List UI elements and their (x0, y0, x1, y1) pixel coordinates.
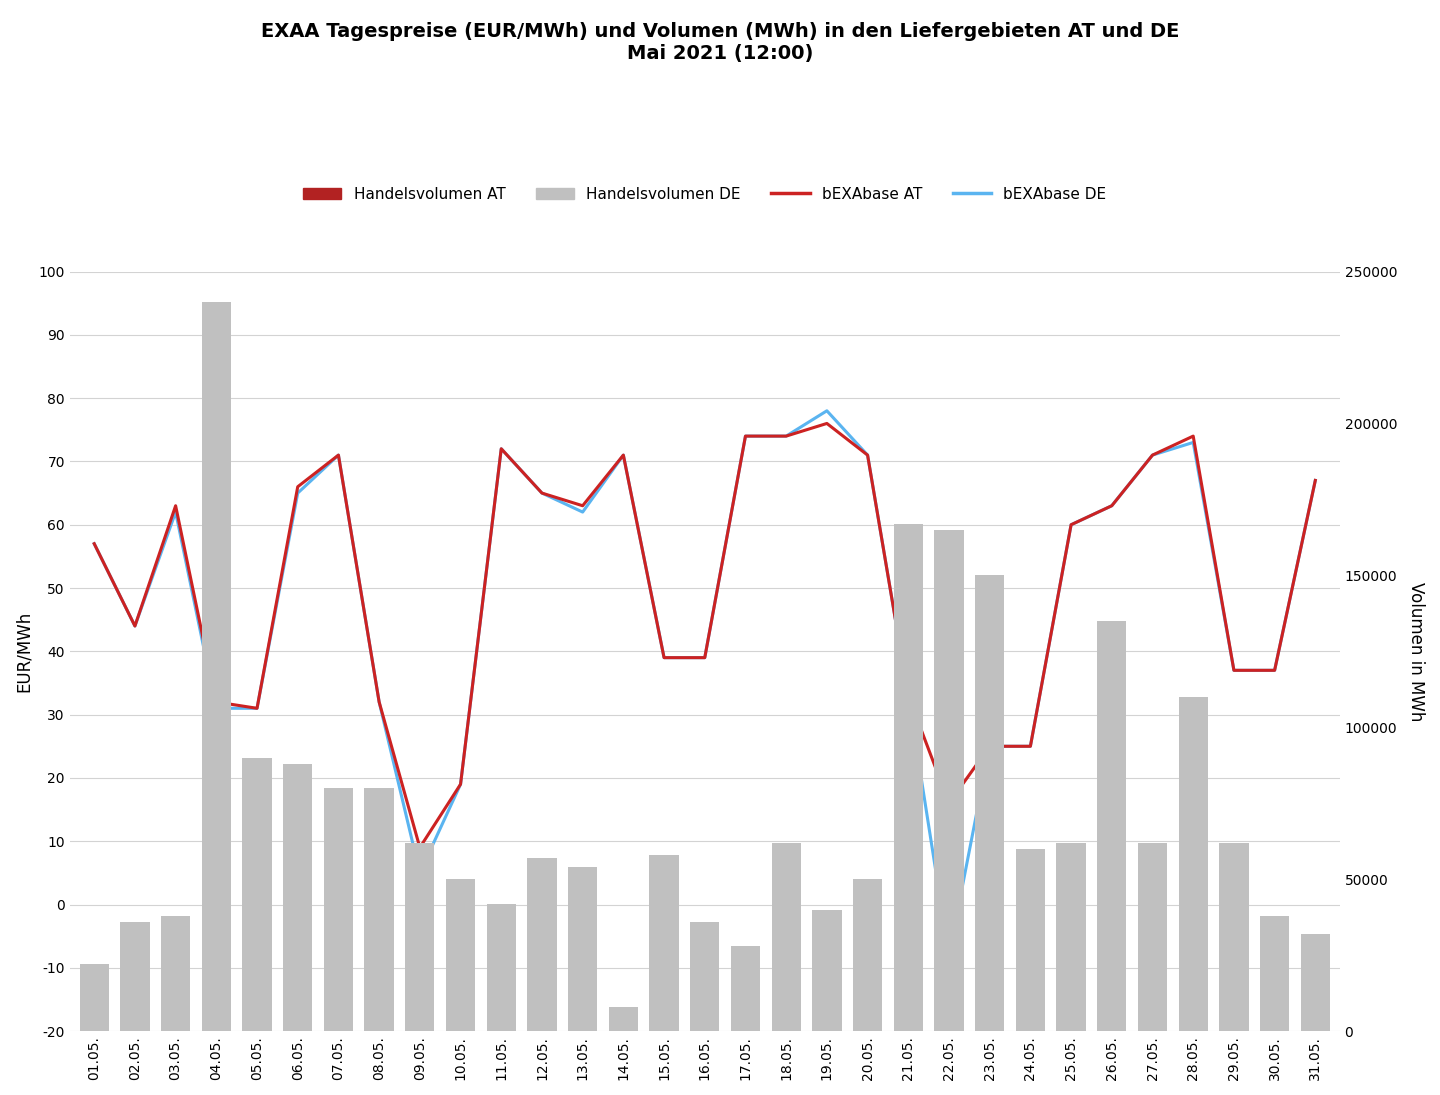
Bar (975, 575, 1004, 1031)
Bar (975, 1006, 1004, 1031)
Text: EXAA Tagespreise (EUR/MWh) und Volumen (MWh) in den Liefergebieten AT und DE
Mai: EXAA Tagespreise (EUR/MWh) und Volumen (… (261, 22, 1179, 62)
Bar (1015, 1022, 1045, 1031)
Bar (446, 980, 475, 1031)
Bar (284, 996, 312, 1031)
Legend: Handelsvolumen AT, Handelsvolumen DE, bEXAbase AT, bEXAbase DE: Handelsvolumen AT, Handelsvolumen DE, bE… (297, 181, 1113, 208)
Bar (609, 1012, 638, 1031)
Bar (242, 975, 272, 1031)
Y-axis label: EUR/MWh: EUR/MWh (14, 611, 33, 692)
Bar (1178, 990, 1208, 1031)
Y-axis label: Volumen in MWh: Volumen in MWh (1407, 581, 1426, 721)
Bar (202, 302, 230, 1031)
Bar (690, 1018, 720, 1031)
Bar (79, 965, 109, 1031)
Bar (649, 855, 678, 1031)
Bar (527, 980, 557, 1031)
Bar (79, 1022, 109, 1031)
Bar (772, 983, 801, 1031)
Bar (812, 983, 841, 1031)
Bar (567, 1018, 598, 1031)
Bar (324, 990, 353, 1031)
Bar (121, 922, 150, 1031)
Bar (649, 1022, 678, 1031)
Bar (1220, 1022, 1248, 1031)
Bar (1057, 843, 1086, 1031)
Bar (284, 763, 312, 1031)
Bar (1300, 1022, 1331, 1031)
Bar (935, 530, 963, 1031)
Bar (1220, 843, 1248, 1031)
Bar (1260, 915, 1289, 1031)
Bar (1138, 990, 1168, 1031)
Bar (935, 990, 963, 1031)
Bar (487, 980, 516, 1031)
Bar (121, 1022, 150, 1031)
Bar (1178, 696, 1208, 1031)
Bar (732, 946, 760, 1031)
Bar (772, 843, 801, 1031)
Bar (446, 879, 475, 1031)
Bar (852, 987, 883, 1031)
Bar (567, 867, 598, 1031)
Bar (1097, 621, 1126, 1031)
Bar (1260, 1025, 1289, 1031)
Bar (812, 910, 841, 1031)
Bar (364, 788, 393, 1031)
Bar (690, 922, 720, 1031)
Bar (1057, 1022, 1086, 1031)
Bar (405, 1022, 435, 1031)
Bar (732, 987, 760, 1031)
Bar (1300, 934, 1331, 1031)
Bar (242, 758, 272, 1031)
Bar (324, 788, 353, 1031)
Bar (852, 879, 883, 1031)
Bar (1097, 1000, 1126, 1031)
Bar (609, 1006, 638, 1031)
Bar (364, 987, 393, 1031)
Bar (894, 980, 923, 1031)
Bar (1138, 843, 1168, 1031)
Bar (405, 843, 435, 1031)
Bar (202, 987, 230, 1031)
Bar (894, 523, 923, 1031)
Bar (1015, 849, 1045, 1031)
Bar (161, 1018, 190, 1031)
Bar (161, 915, 190, 1031)
Bar (487, 903, 516, 1031)
Bar (527, 858, 557, 1031)
